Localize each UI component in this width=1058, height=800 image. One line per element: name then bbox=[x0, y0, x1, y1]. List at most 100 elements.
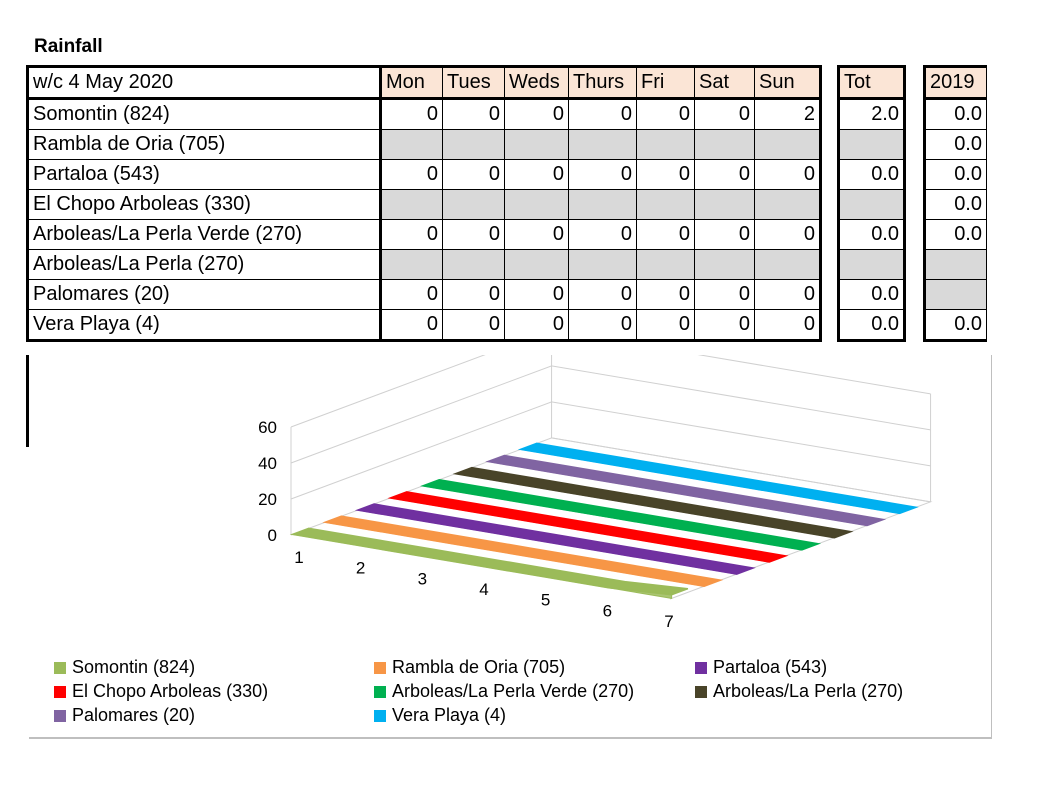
day-value: 0 bbox=[380, 98, 443, 130]
day-header: Sun bbox=[754, 65, 822, 100]
day-value bbox=[754, 189, 822, 220]
gridline bbox=[290, 355, 931, 428]
station-name: Arboleas/La Perla (270) bbox=[26, 249, 382, 280]
day-value: 0 bbox=[568, 279, 637, 310]
day-header: Thurs bbox=[568, 65, 637, 100]
legend-label: Rambla de Oria (705) bbox=[392, 657, 565, 677]
day-value bbox=[636, 129, 695, 160]
day-header: Tues bbox=[442, 65, 505, 100]
table-row: Somontin (824) 0 0 0 0 0 0 2 2.0 0.0 bbox=[26, 98, 987, 130]
day-value bbox=[442, 189, 505, 220]
day-value bbox=[568, 249, 637, 280]
day-value: 0 bbox=[442, 219, 505, 250]
day-value bbox=[504, 249, 569, 280]
gridline bbox=[290, 401, 931, 500]
table-row: Palomares (20) 0 0 0 0 0 0 0 0.0 bbox=[26, 279, 987, 310]
column-gap bbox=[904, 309, 925, 341]
column-gap bbox=[904, 98, 925, 130]
day-value: 0 bbox=[694, 98, 755, 130]
x-tick-label: 5 bbox=[541, 591, 550, 610]
tot-header: Tot bbox=[837, 65, 906, 100]
day-value bbox=[694, 129, 755, 160]
year-header: 2019 bbox=[923, 65, 987, 100]
day-value: 0 bbox=[636, 159, 695, 190]
day-value: 0 bbox=[694, 219, 755, 250]
column-gap bbox=[904, 159, 925, 190]
day-value bbox=[568, 129, 637, 160]
day-value: 0 bbox=[442, 159, 505, 190]
total-value bbox=[837, 189, 906, 220]
table-header-row: w/c 4 May 2020 Mon Tues Weds Thurs Fri Sat Sun T… bbox=[26, 65, 987, 100]
total-value bbox=[837, 129, 906, 160]
x-tick-label: 7 bbox=[664, 612, 673, 631]
day-value bbox=[380, 129, 443, 160]
day-header: Sat bbox=[694, 65, 755, 100]
series-face-5 bbox=[422, 485, 802, 551]
day-value: 0 bbox=[442, 279, 505, 310]
x-tick-label: 3 bbox=[418, 569, 427, 588]
table-row: El Chopo Arboleas (330) 0.0 bbox=[26, 189, 987, 220]
legend-swatch bbox=[54, 686, 66, 698]
column-gap bbox=[904, 279, 925, 310]
table-left-border bbox=[26, 355, 29, 447]
y-tick-label: 40 bbox=[258, 454, 277, 473]
station-name: Palomares (20) bbox=[26, 279, 382, 310]
day-value: 0 bbox=[694, 309, 755, 342]
day-value: 0 bbox=[568, 98, 637, 130]
legend-label: Somontin (824) bbox=[72, 657, 195, 677]
day-value: 0 bbox=[636, 309, 695, 342]
day-value bbox=[380, 189, 443, 220]
legend-label: El Chopo Arboleas (330) bbox=[72, 681, 268, 701]
series-face-2 bbox=[325, 521, 705, 587]
day-value: 0 bbox=[504, 159, 569, 190]
legend-label: Arboleas/La Perla Verde (270) bbox=[392, 681, 634, 701]
table-row: Rambla de Oria (705) 0.0 bbox=[26, 129, 987, 160]
page-title: Rainfall bbox=[34, 36, 103, 57]
year-2019-value: 0.0 bbox=[923, 159, 987, 190]
y-tick-label: 20 bbox=[258, 490, 277, 509]
day-value: 0 bbox=[568, 219, 637, 250]
day-value: 0 bbox=[380, 159, 443, 190]
legend-swatch bbox=[695, 662, 707, 674]
x-tick-label: 1 bbox=[294, 548, 303, 567]
table-row: Arboleas/La Perla Verde (270) 0 0 0 0 0 0 0 0.0 0… bbox=[26, 219, 987, 250]
table-row: Partaloa (543) 0 0 0 0 0 0 0 0.0 0.0 bbox=[26, 159, 987, 190]
x-tick-label: 2 bbox=[356, 559, 365, 578]
station-name: Arboleas/La Perla Verde (270) bbox=[26, 219, 382, 250]
day-value: 0 bbox=[694, 159, 755, 190]
rainfall-table: w/c 4 May 2020 Mon Tues Weds Thurs Fri Sat Sun T… bbox=[26, 65, 987, 342]
column-gap bbox=[820, 66, 839, 99]
day-value bbox=[694, 189, 755, 220]
column-gap bbox=[904, 129, 925, 160]
legend-label: Partaloa (543) bbox=[713, 657, 827, 677]
day-value: 0 bbox=[754, 219, 822, 250]
day-value: 0 bbox=[754, 159, 822, 190]
station-name: El Chopo Arboleas (330) bbox=[26, 189, 382, 220]
day-value bbox=[754, 129, 822, 160]
day-value: 0 bbox=[636, 279, 695, 310]
column-gap bbox=[820, 249, 839, 280]
day-value: 0 bbox=[754, 309, 822, 342]
legend-label: Arboleas/La Perla (270) bbox=[713, 681, 903, 701]
year-2019-value bbox=[923, 249, 987, 280]
station-name: Rambla de Oria (705) bbox=[26, 129, 382, 160]
total-value: 0.0 bbox=[837, 159, 906, 190]
day-value: 0 bbox=[568, 159, 637, 190]
day-value: 0 bbox=[754, 279, 822, 310]
day-value: 0 bbox=[380, 309, 443, 342]
legend-swatch bbox=[374, 686, 386, 698]
column-gap bbox=[820, 219, 839, 250]
day-value: 0 bbox=[636, 219, 695, 250]
chart-frame: 0 20 40 60 1 2 3 4 5 6 7 Somontin (824) Rambla de Or… bbox=[29, 355, 992, 739]
day-value: 0 bbox=[380, 219, 443, 250]
table-row: Vera Playa (4) 0 0 0 0 0 0 0 0.0 0.0 bbox=[26, 309, 987, 342]
column-gap bbox=[904, 249, 925, 280]
column-gap bbox=[820, 309, 839, 341]
day-header: Fri bbox=[636, 65, 695, 100]
series-face-7 bbox=[487, 461, 868, 527]
series-face-8 bbox=[520, 448, 900, 514]
x-tick-label: 4 bbox=[479, 580, 488, 599]
day-value: 2 bbox=[754, 98, 822, 130]
floor-edge bbox=[551, 437, 933, 600]
gridline bbox=[290, 365, 931, 464]
